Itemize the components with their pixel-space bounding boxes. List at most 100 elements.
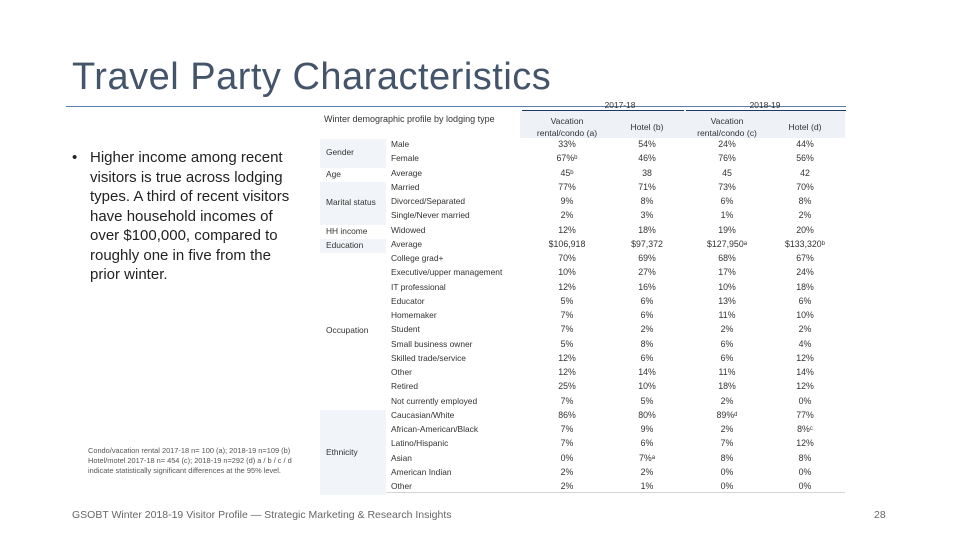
table-cell: 46% [638,153,656,164]
row-label: Student [391,324,420,335]
table-cell: 89%ᵈ [716,409,738,420]
table-cell: 38 [642,167,652,178]
table-cell: 2% [640,466,654,477]
category-band [320,409,386,496]
table-cell: 8% [640,196,654,206]
year-underline-2018-19 [686,110,846,111]
category-label: Education [326,239,364,250]
table-cell: 7% [720,438,734,449]
table-cell: 6% [720,196,734,206]
key-finding-text: Higher income among recent visitors is t… [90,149,290,283]
table-cell: 9% [640,424,654,434]
table-cell: 5% [560,295,574,306]
table-cell: 80% [638,409,656,420]
table-cell: 0% [720,481,734,491]
category-band [320,181,386,225]
table-cell: 18% [796,281,814,292]
column-header-band [520,111,845,138]
category-label: Ethnicity [326,446,358,457]
row-label: Not currently employed [391,395,478,406]
row-label: African-American/Black [391,424,479,434]
table-cell: 4% [798,338,812,349]
table-cell: 6% [720,352,734,363]
category-band [320,224,386,239]
row-label: Other [391,481,412,491]
year-header-2018-19: 2018-19 [749,100,781,110]
table-cell: 9% [560,196,574,206]
title-divider [66,106,846,107]
table-cell: 14% [638,367,656,377]
table-cell: 67% [796,253,814,263]
table-cell: 6% [640,295,654,306]
row-label: Other [391,367,412,377]
table-cell: 12% [796,438,814,449]
table-cell: 56% [796,153,814,164]
table-cell: 27% [638,267,656,278]
table-cell: 3% [640,210,654,221]
row-label: Average [391,167,423,178]
bullet-mark: • [72,149,78,166]
table-cell: 2% [640,324,654,335]
table-cell: 10% [718,281,736,292]
table-cell: 0% [798,466,812,477]
table-cell: 6% [640,310,654,320]
row-label: Single/Never married [391,210,470,221]
table-cell: 10% [796,310,814,320]
table-cell: 54% [638,139,656,149]
table-cell: 12% [558,367,576,377]
table-cell: 2% [720,424,734,434]
category-band [320,238,386,253]
table-cell: 67%ᵇ [556,153,578,164]
table-cell: 12% [796,352,814,363]
table-cell: 69% [638,253,656,263]
category-label: Gender [326,147,354,158]
row-label: Married [391,181,420,192]
table-cell: $127,950ᵃ [707,238,747,249]
table-cell: 16% [638,281,656,292]
table-cell: $97,372 [631,238,663,249]
row-label: Widowed [391,224,426,235]
column-header: Vacation rental/condo (a) [536,116,598,138]
table-cell: 18% [638,224,656,235]
table-title: Winter demographic profile by lodging ty… [324,114,495,124]
category-label: Occupation [326,325,369,336]
table-cell: 5% [560,338,574,349]
table-cell: 7% [560,324,574,335]
table-cell: 7% [560,395,574,406]
table-cell: 70% [558,253,576,263]
row-label: Caucasian/White [391,409,455,420]
table-bottom-rule [320,492,845,493]
table-cell: 1% [720,210,734,221]
sample-size-footnote: Condo/vacation rental 2017-18 n= 100 (a)… [88,446,292,475]
row-label: Executive/upper management [391,267,503,278]
row-label: Female [391,153,419,164]
slide-title: Travel Party Characteristics [72,56,552,98]
table-cell: 45 [722,167,732,178]
table-cell: 2% [560,481,574,491]
table-cell: 77% [796,409,814,420]
table-cell: $106,918 [548,238,586,249]
table-cell: 2% [720,324,734,335]
category-band [320,253,386,410]
row-label: Educator [391,295,425,306]
row-label: Small business owner [391,338,473,349]
table-cell: 0% [720,466,734,477]
table-cell: 33% [558,139,576,149]
table-cell: 8% [798,196,812,206]
category-band [320,167,386,182]
table-cell: 2% [560,210,574,221]
table-cell: 13% [718,295,736,306]
table-cell: 44% [796,139,814,149]
table-cell: 7%ᵃ [639,452,655,463]
row-label: Asian [391,452,412,463]
table-cell: 20% [796,224,814,235]
key-finding-bullet: • Higher income among recent visitors is… [72,148,302,285]
table-cell: 12% [558,281,576,292]
column-header: Hotel (d) [788,122,822,132]
category-label: Marital status [326,197,376,208]
table-cell: 6% [798,295,812,306]
row-label: Homemaker [391,310,437,320]
table-cell: 71% [638,181,656,192]
table-cell: 70% [796,181,814,192]
row-label: Latino/Hispanic [391,438,449,449]
